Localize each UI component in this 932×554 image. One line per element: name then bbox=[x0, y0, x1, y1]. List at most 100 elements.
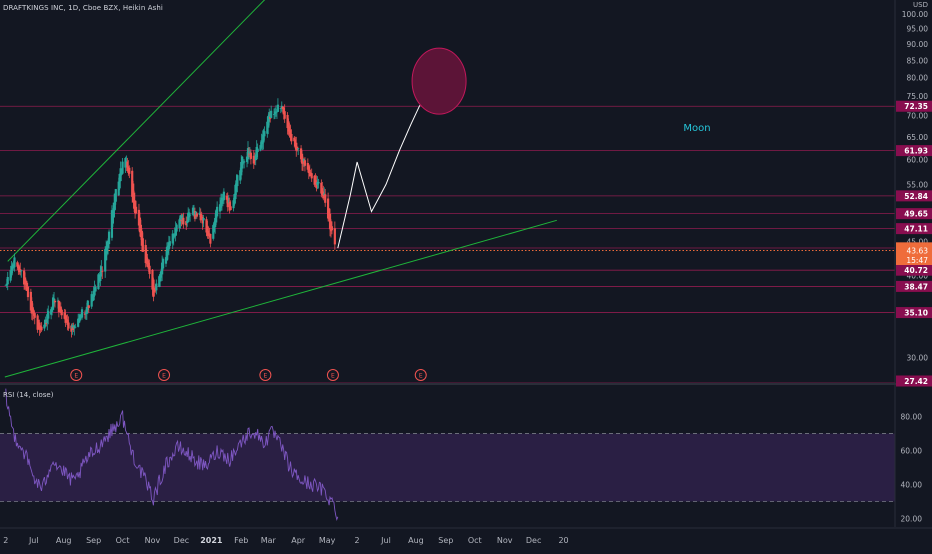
candle-body bbox=[165, 246, 169, 261]
candle-body bbox=[232, 200, 235, 209]
level-price-tag-label: 47.11 bbox=[904, 225, 928, 234]
candle-body bbox=[322, 191, 325, 199]
candle-body bbox=[119, 168, 122, 182]
price-tick-label: 95.00 bbox=[907, 25, 929, 34]
current-price-tag[interactable] bbox=[896, 245, 932, 266]
candle-body bbox=[97, 274, 100, 290]
candle-body bbox=[154, 290, 157, 292]
rsi-panel[interactable] bbox=[0, 388, 895, 522]
candle-body bbox=[174, 228, 177, 235]
earnings-marker[interactable] bbox=[326, 369, 339, 381]
trendline[interactable] bbox=[4, 219, 557, 378]
time-tick-label: Dec bbox=[526, 536, 541, 545]
candle-body bbox=[182, 217, 185, 225]
candle-body bbox=[180, 219, 183, 222]
candle-body bbox=[262, 130, 265, 143]
earnings-marker[interactable] bbox=[414, 369, 427, 381]
level-price-tag[interactable] bbox=[896, 100, 932, 112]
candle-body bbox=[239, 170, 242, 181]
level-price-tag[interactable] bbox=[896, 145, 932, 157]
level-price-tag-label: 52.84 bbox=[904, 192, 928, 201]
candle-body bbox=[60, 309, 63, 316]
candle-body bbox=[134, 206, 138, 214]
time-tick-label: 2 bbox=[3, 536, 8, 545]
price-tick-label: 75.00 bbox=[907, 92, 929, 101]
level-price-tag[interactable] bbox=[896, 307, 932, 319]
candle-body bbox=[261, 140, 264, 144]
time-tick-label: 2021 bbox=[200, 536, 223, 545]
candle-body bbox=[249, 152, 252, 159]
rsi-tick-label: 60.00 bbox=[901, 447, 923, 456]
candle-body bbox=[303, 160, 307, 166]
candle-body bbox=[10, 266, 13, 276]
candle-body bbox=[20, 270, 23, 272]
candle-body bbox=[279, 108, 282, 109]
level-price-tag[interactable] bbox=[896, 208, 932, 220]
candle-body bbox=[172, 234, 175, 239]
candle-body bbox=[330, 226, 334, 231]
candle-body bbox=[111, 211, 115, 224]
candle-body bbox=[74, 326, 77, 328]
candle-body bbox=[93, 287, 96, 296]
current-price-tag-label: 43.63 bbox=[907, 247, 929, 256]
candle-body bbox=[185, 221, 188, 226]
candle-body bbox=[245, 156, 249, 162]
candle-body bbox=[110, 210, 114, 238]
candle-body bbox=[167, 242, 170, 250]
candle-body bbox=[283, 111, 286, 119]
rsi-tick-label: 40.00 bbox=[901, 481, 923, 490]
rsi-tick-label: 80.00 bbox=[901, 413, 923, 422]
candle-body bbox=[216, 206, 219, 217]
trendline[interactable] bbox=[7, 0, 895, 262]
candle-body bbox=[46, 314, 49, 324]
candle-body bbox=[141, 238, 144, 252]
candle-body bbox=[269, 116, 272, 119]
candle-body bbox=[166, 245, 170, 254]
projection-path[interactable] bbox=[337, 105, 421, 249]
level-price-tag[interactable] bbox=[896, 264, 932, 276]
candle-body bbox=[316, 181, 319, 185]
candle-body bbox=[243, 161, 246, 163]
earnings-marker[interactable] bbox=[259, 369, 272, 381]
candle-body bbox=[212, 225, 215, 239]
earnings-marker[interactable] bbox=[158, 369, 171, 381]
price-tick-label: 70.00 bbox=[907, 112, 929, 121]
moon-ellipse[interactable] bbox=[411, 47, 467, 115]
level-price-tag-label: 61.93 bbox=[904, 147, 928, 156]
price-tick-label: 60.00 bbox=[907, 156, 929, 165]
candle-body bbox=[84, 312, 87, 315]
candle-body bbox=[53, 300, 57, 303]
time-tick-label: Feb bbox=[234, 536, 248, 545]
candle-body bbox=[107, 231, 111, 245]
level-price-tag[interactable] bbox=[896, 190, 932, 202]
candle-body bbox=[83, 313, 87, 315]
level-price-tag[interactable] bbox=[896, 223, 932, 235]
price-plot[interactable] bbox=[0, 0, 895, 383]
candle-body bbox=[5, 283, 8, 285]
candle-body bbox=[215, 210, 218, 223]
candle-body bbox=[120, 172, 123, 175]
time-tick-label: Oct bbox=[116, 536, 130, 545]
candle-body bbox=[273, 111, 277, 115]
price-tick-label: 90.00 bbox=[907, 40, 929, 49]
moon-label: Moon bbox=[683, 123, 711, 134]
time-tick-label: Sep bbox=[438, 536, 453, 545]
rsi-line bbox=[5, 388, 339, 522]
level-price-tag[interactable] bbox=[896, 375, 932, 387]
candle-body bbox=[51, 307, 54, 312]
candle-body bbox=[106, 240, 110, 248]
candle-body bbox=[67, 322, 70, 329]
candle-body bbox=[164, 257, 168, 264]
candle-body bbox=[317, 182, 320, 184]
candle-body bbox=[310, 173, 313, 179]
candle-body bbox=[104, 249, 107, 272]
earnings-marker[interactable] bbox=[70, 369, 83, 381]
price-tick-label: 55.00 bbox=[907, 180, 929, 189]
candle-body bbox=[45, 323, 48, 324]
candle-body bbox=[50, 309, 53, 315]
currency-label: USD bbox=[913, 1, 928, 9]
time-tick-label: Jul bbox=[380, 536, 391, 545]
level-price-tag[interactable] bbox=[896, 280, 932, 292]
